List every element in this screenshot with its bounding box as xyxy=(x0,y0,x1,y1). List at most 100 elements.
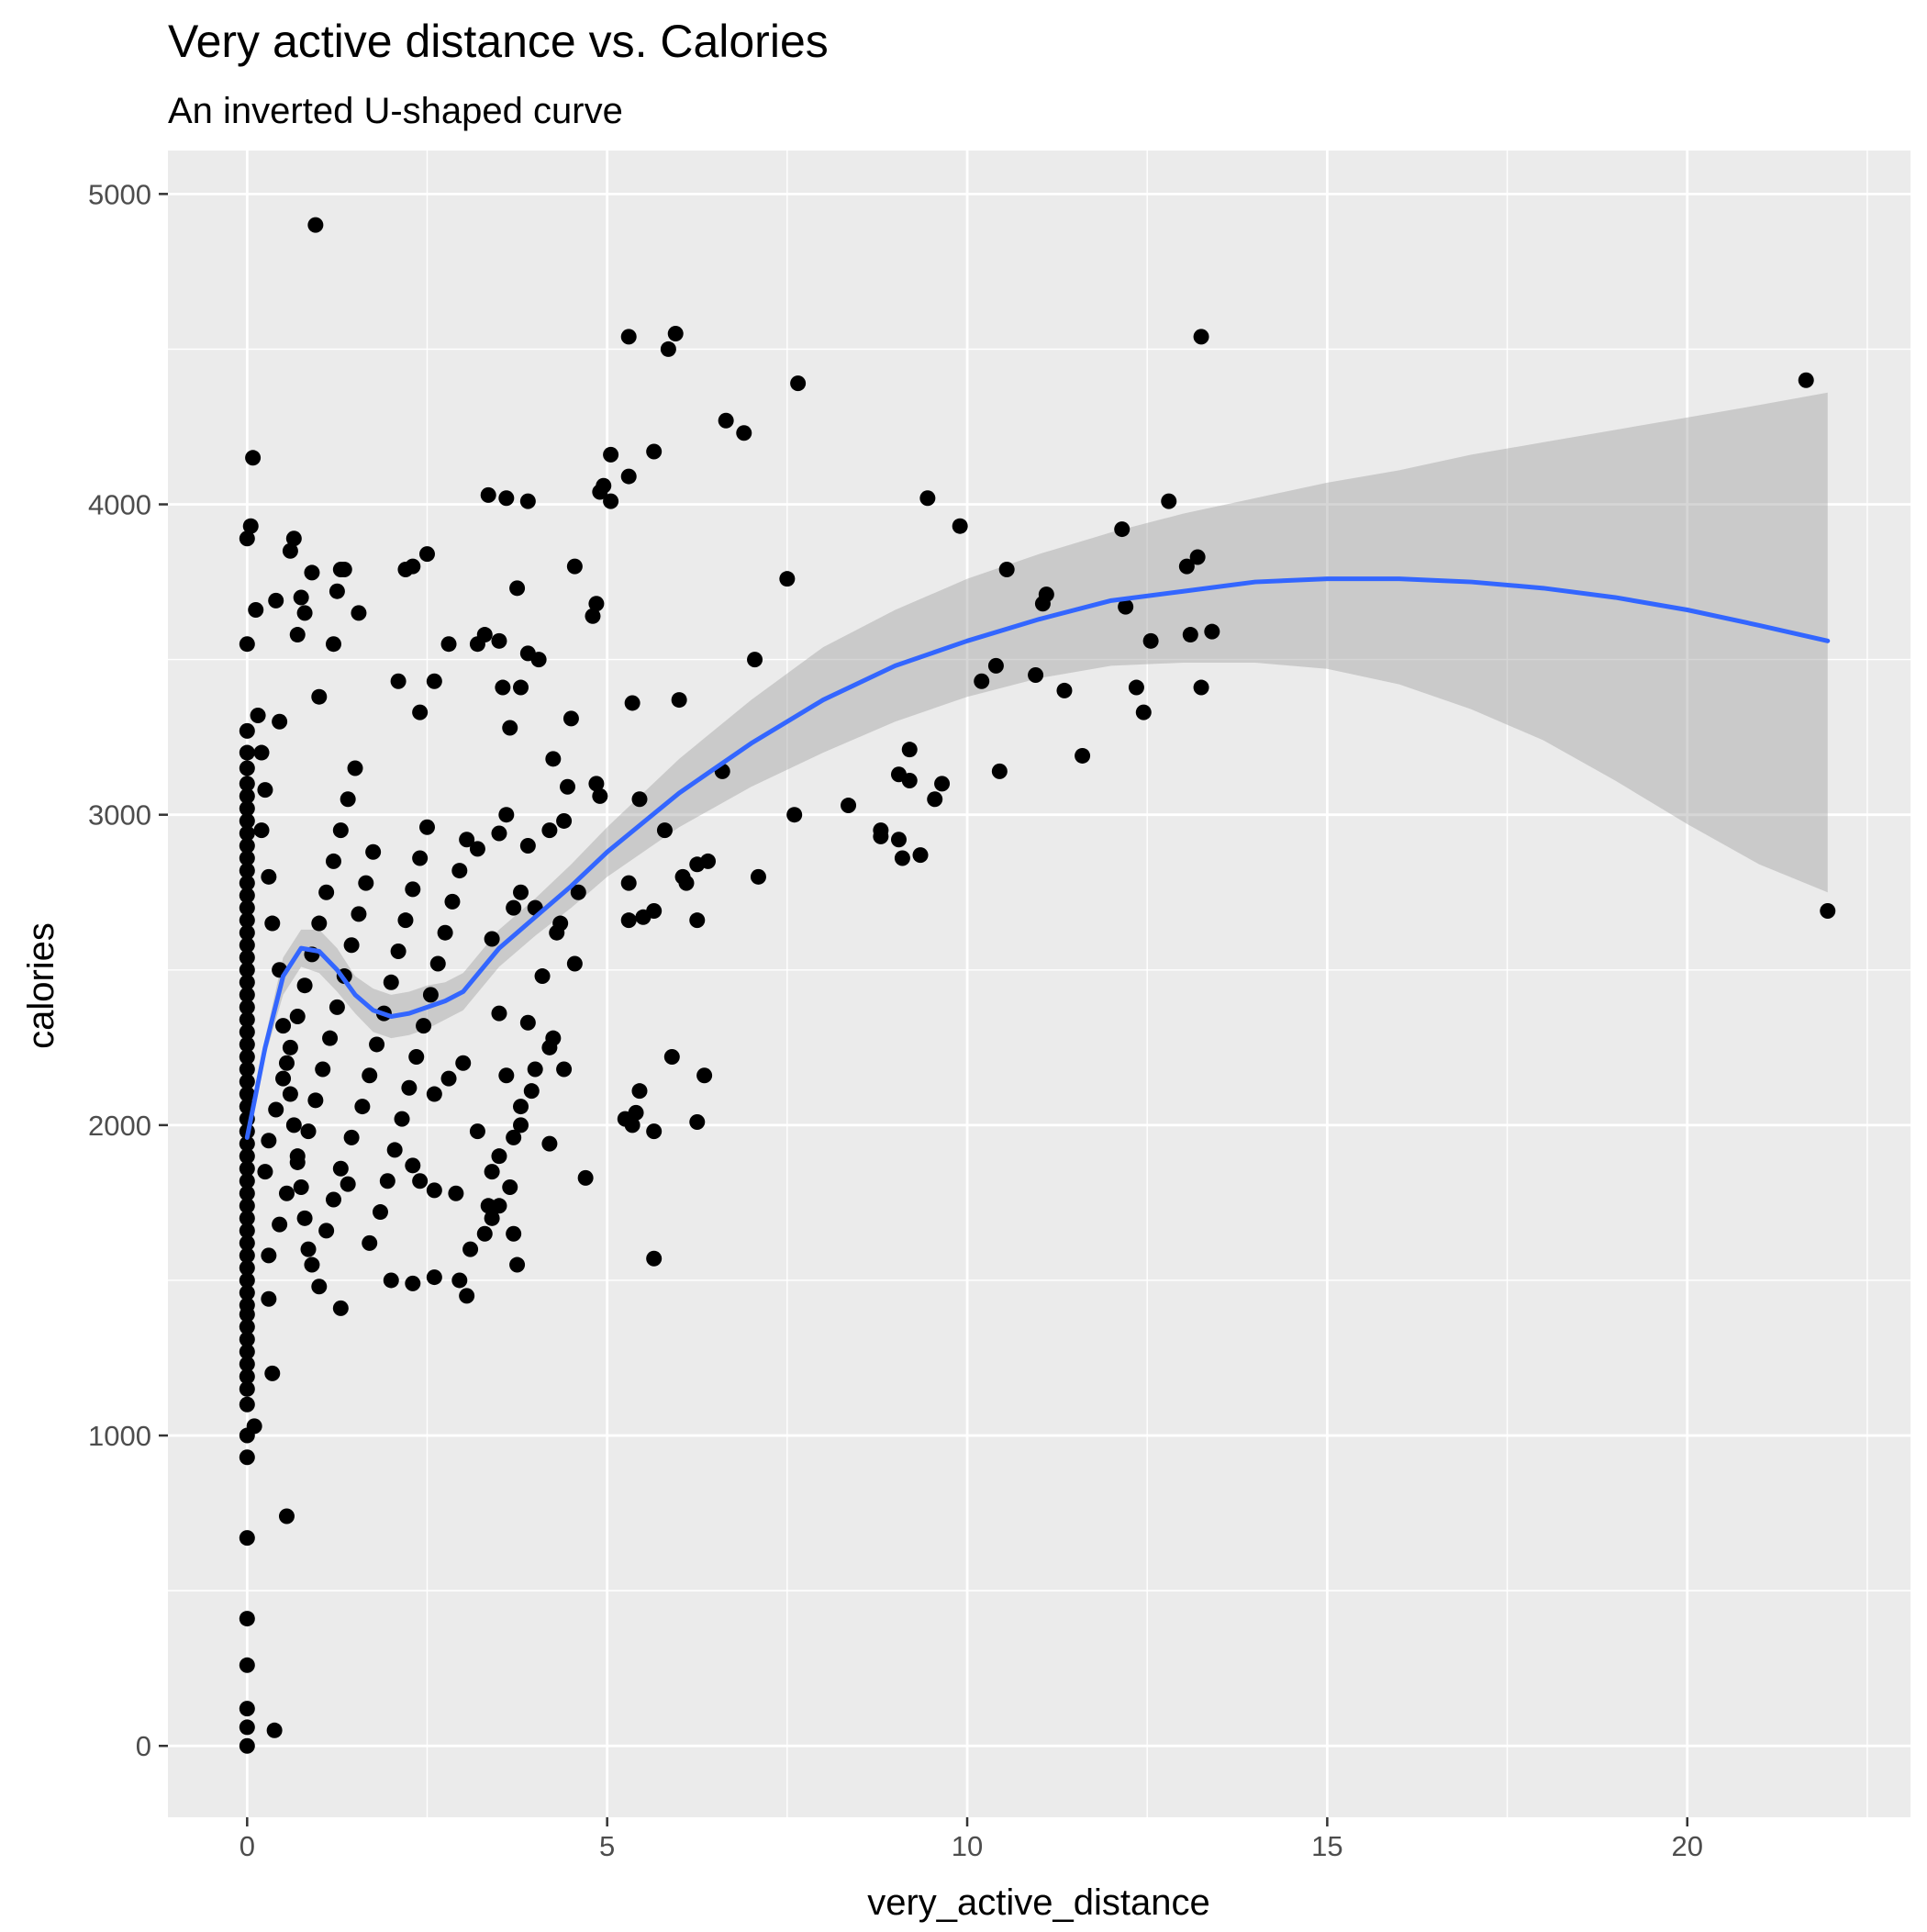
data-point xyxy=(502,720,518,736)
axes: 0 5 10 15 20 0 1000 2000 3000 4000 5000 xyxy=(88,178,1703,1862)
data-point xyxy=(412,704,429,720)
data-point xyxy=(491,1005,507,1022)
data-point xyxy=(239,987,255,1003)
data-point xyxy=(491,1148,507,1165)
data-point xyxy=(498,807,515,823)
data-point xyxy=(293,589,309,606)
data-point xyxy=(289,1009,306,1025)
data-point xyxy=(239,850,255,866)
data-point xyxy=(663,1048,680,1065)
data-point xyxy=(245,450,262,466)
data-point xyxy=(1075,747,1091,764)
data-point xyxy=(289,1154,306,1170)
smooth-line xyxy=(244,576,1831,1140)
chart-title: Very active distance vs. Calories xyxy=(168,16,829,67)
data-point xyxy=(624,695,640,711)
data-point xyxy=(248,601,264,618)
data-point xyxy=(394,1111,410,1127)
data-point xyxy=(329,999,345,1015)
data-point xyxy=(405,1275,421,1291)
data-point xyxy=(620,912,637,929)
data-point xyxy=(596,477,612,494)
data-point xyxy=(239,899,255,916)
x-tick-label: 0 xyxy=(239,1830,255,1862)
data-point xyxy=(239,1344,255,1360)
data-point xyxy=(268,592,284,609)
data-point xyxy=(506,899,522,916)
data-point xyxy=(239,1086,255,1102)
data-point xyxy=(570,884,586,900)
data-point xyxy=(1028,667,1044,684)
data-point xyxy=(379,1173,395,1189)
data-point xyxy=(272,713,288,730)
data-point xyxy=(239,1036,255,1053)
data-point xyxy=(266,1722,283,1738)
data-point xyxy=(952,518,968,534)
data-point xyxy=(541,822,558,839)
data-point xyxy=(405,1157,421,1174)
data-point xyxy=(239,863,255,879)
data-point xyxy=(239,1173,255,1189)
data-point xyxy=(631,791,648,808)
data-point xyxy=(934,776,951,792)
y-tick-label: 1000 xyxy=(88,1420,151,1452)
data-point xyxy=(351,906,367,922)
data-point xyxy=(462,1241,479,1257)
data-point xyxy=(509,1256,526,1273)
data-point xyxy=(588,596,605,612)
data-point xyxy=(239,1297,255,1313)
data-point xyxy=(261,1247,277,1264)
data-point xyxy=(239,1272,255,1289)
data-point xyxy=(412,1173,429,1189)
data-point xyxy=(261,868,277,885)
data-point xyxy=(325,636,341,653)
data-point xyxy=(239,1331,255,1347)
data-point xyxy=(620,329,637,345)
data-point xyxy=(253,744,270,761)
data-point xyxy=(451,1272,468,1289)
data-point xyxy=(1798,372,1814,388)
data-point xyxy=(278,1055,295,1071)
data-point xyxy=(628,1104,644,1121)
data-point xyxy=(239,825,255,842)
data-point xyxy=(239,1074,255,1090)
data-point xyxy=(307,217,324,233)
data-point xyxy=(325,1191,341,1208)
data-point xyxy=(264,915,281,932)
data-point xyxy=(541,1039,558,1055)
data-point xyxy=(592,787,608,804)
data-point xyxy=(1114,521,1131,538)
data-point xyxy=(239,937,255,954)
data-point xyxy=(239,1198,255,1214)
data-point xyxy=(459,832,475,848)
data-point xyxy=(646,903,663,920)
data-point xyxy=(1056,682,1073,698)
data-point xyxy=(315,1061,331,1078)
data-point xyxy=(250,707,266,723)
data-point xyxy=(268,1101,284,1118)
data-point xyxy=(998,562,1015,578)
data-point xyxy=(509,580,526,597)
data-point xyxy=(469,841,485,857)
data-point xyxy=(239,1319,255,1335)
data-point xyxy=(239,1011,255,1028)
data-point xyxy=(577,1169,594,1186)
data-point xyxy=(974,673,990,689)
data-point xyxy=(282,1039,298,1055)
data-point xyxy=(383,1272,399,1289)
data-point xyxy=(347,760,363,776)
data-point xyxy=(476,1225,493,1242)
data-point xyxy=(239,760,255,776)
data-point xyxy=(671,692,687,709)
smooth-line-layer xyxy=(244,576,1831,1140)
data-point xyxy=(790,375,807,392)
data-point xyxy=(519,1014,536,1031)
data-point xyxy=(239,1234,255,1251)
data-point xyxy=(340,1176,356,1192)
data-point xyxy=(300,1241,317,1257)
data-point xyxy=(362,1067,378,1084)
data-point xyxy=(480,1198,496,1214)
data-point xyxy=(469,1123,485,1140)
data-point xyxy=(513,679,529,696)
